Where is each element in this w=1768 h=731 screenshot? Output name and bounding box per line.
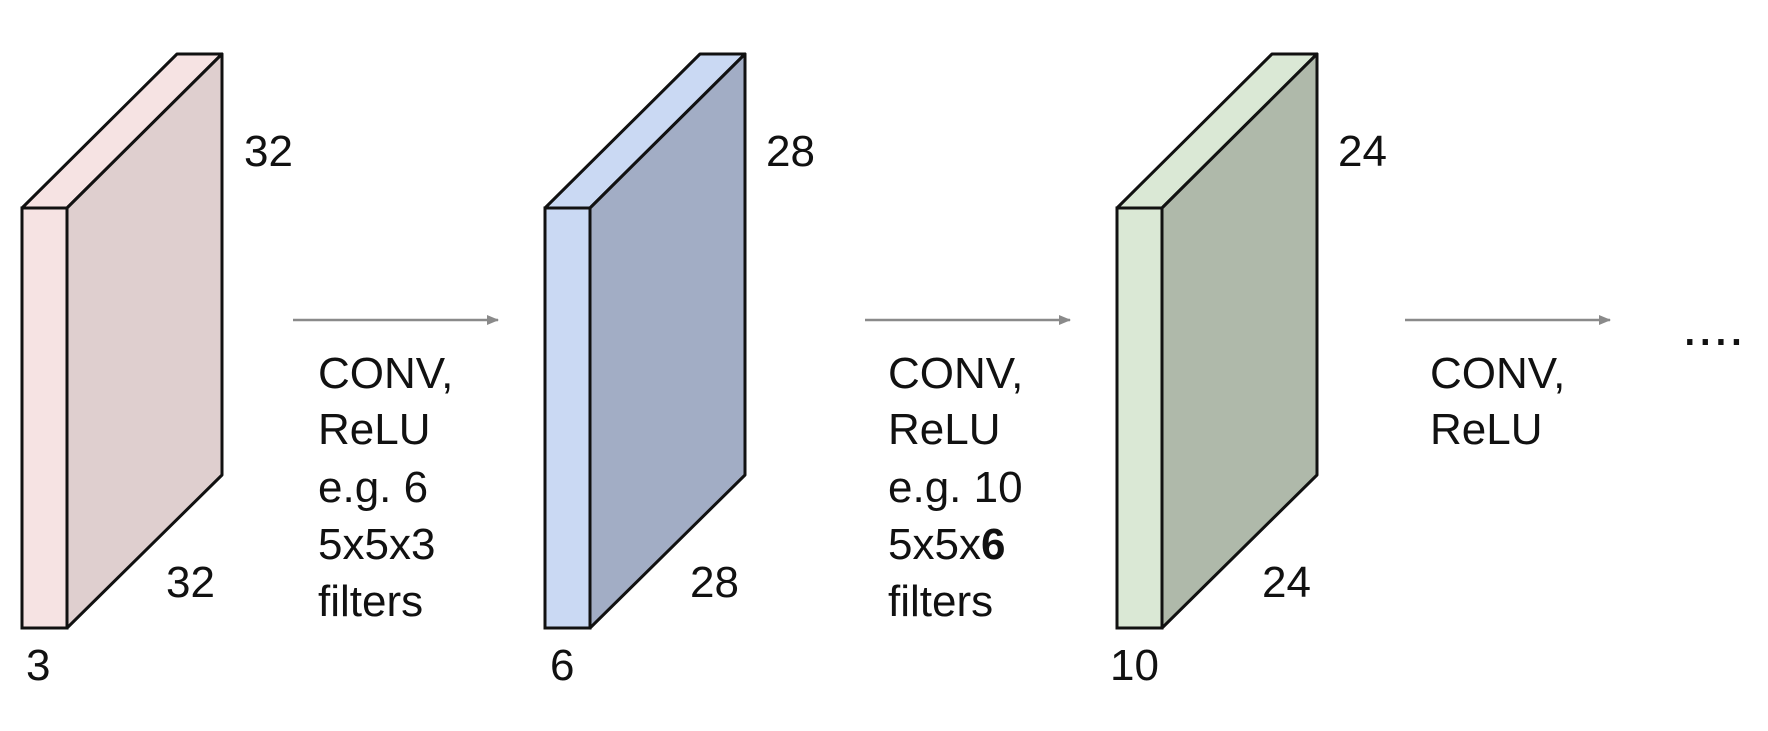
step-1-line2: ReLU [318, 405, 431, 454]
volume-1-depth-label: 3 [26, 641, 50, 690]
volume-3-width-label: 24 [1262, 558, 1311, 607]
step-2-label: CONV, ReLU e.g. 10 5x5x6 filters [888, 349, 1023, 626]
step-1-note1: e.g. 6 [318, 463, 428, 512]
step-2-note2-bold: 6 [981, 520, 1005, 569]
volume-2-height-label: 28 [766, 127, 815, 176]
step-2-note2-text: 5x5x [888, 520, 981, 569]
step-1-note2-text: 5x5x3 [318, 520, 435, 569]
step-3-line1: CONV, [1430, 349, 1565, 398]
volume-2-depth-label: 6 [550, 641, 574, 690]
step-1-note3: filters [318, 577, 423, 626]
step-2-note3: filters [888, 577, 993, 626]
step-3-line2: ReLU [1430, 405, 1543, 454]
step-2-note2: 5x5x6 [888, 520, 1005, 569]
step-1-line1: CONV, [318, 349, 453, 398]
volume-2: 28 28 6 [543, 52, 815, 690]
volume-2-width-label: 28 [690, 558, 739, 607]
volume-3-height-label: 24 [1338, 127, 1387, 176]
step-2-line1: CONV, [888, 349, 1023, 398]
volume-1-front-face [20, 206, 69, 630]
step-2-note1: e.g. 10 [888, 463, 1023, 512]
volume-3-front-face [1115, 206, 1164, 630]
volume-3: 24 24 10 [1110, 52, 1387, 690]
volume-1-width-label: 32 [166, 558, 215, 607]
volume-1-height-label: 32 [244, 127, 293, 176]
volume-3-depth-label: 10 [1110, 641, 1159, 690]
step-3-label: CONV, ReLU [1430, 349, 1565, 454]
continuation-ellipsis: .... [1682, 294, 1744, 357]
volume-2-front-face [543, 206, 592, 630]
step-1-label: CONV, ReLU e.g. 6 5x5x3 filters [318, 349, 453, 626]
volume-1: 32 32 3 [20, 52, 293, 690]
step-2-line2: ReLU [888, 405, 1001, 454]
step-1-note2: 5x5x3 [318, 520, 435, 569]
